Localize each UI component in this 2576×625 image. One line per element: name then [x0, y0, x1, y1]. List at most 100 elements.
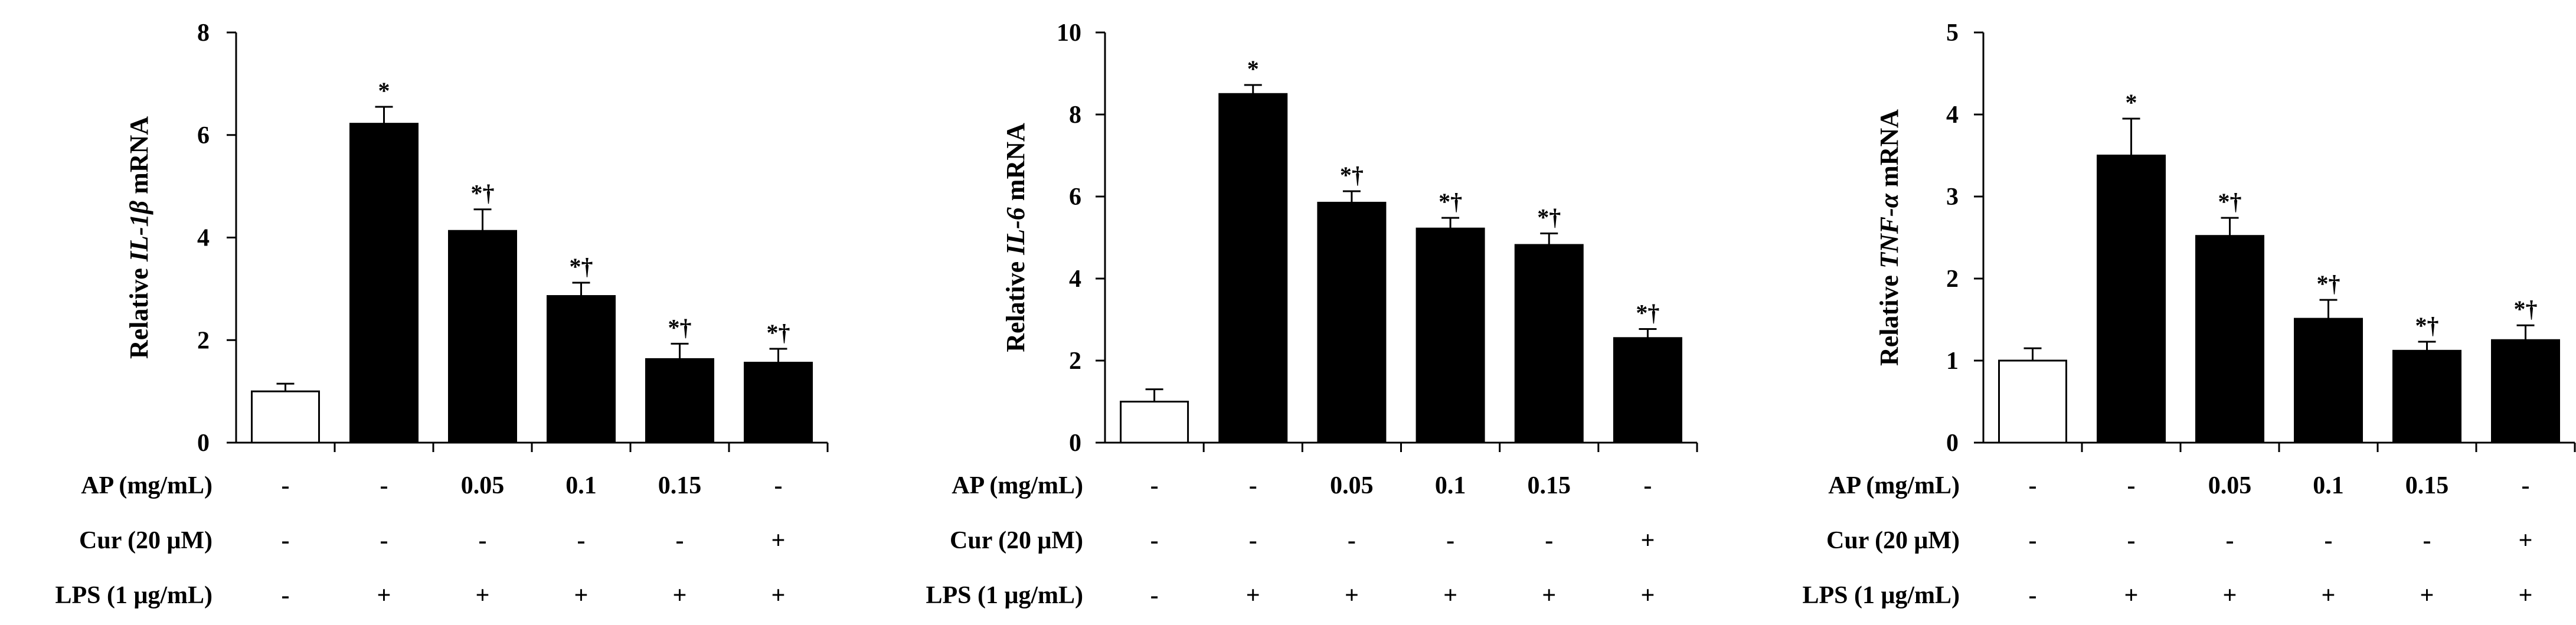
y-axis-label-gene: IL-1β [125, 200, 153, 262]
treatment-value: - [1545, 527, 1553, 554]
bar [1514, 244, 1584, 444]
y-tick-label: 10 [1057, 19, 1081, 47]
treatment-value: - [1150, 527, 1159, 554]
y-tick-label: 6 [197, 122, 210, 149]
treatment-value: - [2127, 472, 2136, 499]
treatment-value: 0.15 [2405, 472, 2449, 499]
significance-label: *† [2317, 270, 2340, 297]
treatment-value: - [2029, 527, 2037, 554]
significance-label: *† [1537, 204, 1561, 231]
treatment-value: + [2124, 582, 2139, 609]
bar [2294, 318, 2363, 444]
significance-label: * [378, 77, 390, 104]
treatment-value: - [577, 527, 586, 554]
treatment-value: 0.05 [2208, 472, 2252, 499]
y-tick-label: 4 [197, 225, 210, 252]
treatment-value: - [380, 527, 388, 554]
treatment-value: - [1249, 472, 1257, 499]
treatment-value: - [676, 527, 684, 554]
treatment-row-label: LPS (1 μg/mL) [926, 582, 1083, 609]
treatment-value: + [476, 582, 490, 609]
treatment-value: - [1150, 472, 1159, 499]
treatment-value: + [1443, 582, 1457, 609]
chart-panel-1: 0 2 4 6 8 Relative IL-1β mRNA * *† *† *† *† AP (mg/… [55, 19, 829, 609]
y-axis-label: Relative IL-1β mRNA [125, 116, 153, 359]
bar [1218, 93, 1288, 444]
significance-label: *† [668, 314, 692, 341]
treatment-row-label: AP (mg/mL) [952, 472, 1083, 499]
bar [2491, 339, 2560, 444]
treatment-row-label: Cur (20 μM) [1826, 527, 1960, 554]
treatment-row-label: LPS (1 μg/mL) [1803, 582, 1960, 609]
y-tick-label: 4 [1069, 266, 1081, 293]
treatment-value: + [377, 582, 391, 609]
treatment-value: + [1640, 582, 1655, 609]
bar [349, 123, 419, 444]
treatment-value: - [282, 527, 290, 554]
y-axis-label-gene: IL-6 [1001, 207, 1030, 256]
treatment-row-label: Cur (20 μM) [950, 527, 1083, 554]
treatment-value: - [380, 472, 388, 499]
bar [1120, 401, 1189, 444]
treatment-value: 0.1 [2313, 472, 2344, 499]
treatment-value: + [1345, 582, 1359, 609]
treatment-value: - [2522, 472, 2530, 499]
y-axis-label-gene: TNF-α [1875, 193, 1904, 269]
significance-label: *† [2415, 312, 2439, 339]
y-tick-label: 4 [1946, 102, 1959, 129]
y-tick-label: 2 [1946, 266, 1959, 293]
treatment-value: 0.15 [1528, 472, 1571, 499]
treatment-value: - [1348, 527, 1356, 554]
treatment-value: - [774, 472, 783, 499]
bar [2195, 235, 2264, 444]
treatment-value: - [2423, 527, 2431, 554]
significance-label: * [2126, 89, 2137, 116]
treatment-value: - [2226, 527, 2234, 554]
chart-panel-3: 0 1 2 3 4 5 Relative TNF-α mRNA * *† *† *† *† AP (mg… [1803, 19, 2576, 609]
treatment-value: + [1542, 582, 1556, 609]
significance-label: *† [1636, 299, 1659, 326]
significance-label: *† [1340, 162, 1364, 188]
bar [2392, 349, 2461, 444]
significance-label: *† [471, 180, 495, 207]
treatment-value: + [2519, 527, 2533, 554]
treatment-value: + [2322, 582, 2336, 609]
y-tick-label: 6 [1069, 184, 1081, 211]
bar [1416, 227, 1485, 444]
treatment-value: + [1246, 582, 1260, 609]
y-tick-label: 8 [197, 19, 210, 47]
y-tick-label: 1 [1946, 348, 1959, 375]
treatment-value: - [1446, 527, 1454, 554]
treatment-value: + [772, 582, 786, 609]
significance-label: *† [2514, 296, 2538, 322]
treatment-row-label: LPS (1 μg/mL) [55, 582, 213, 609]
y-tick-label: 0 [197, 430, 210, 457]
y-tick-label: 2 [197, 327, 210, 354]
bar [547, 295, 616, 444]
treatment-row-label: Cur (20 μM) [79, 527, 213, 554]
treatment-value: - [2029, 582, 2037, 609]
y-tick-label: 2 [1069, 348, 1081, 375]
treatment-value: + [2519, 582, 2533, 609]
treatment-value: + [574, 582, 589, 609]
y-axis-label-text: Relative [1875, 269, 1904, 366]
y-axis-label: Relative TNF-α mRNA [1875, 109, 1904, 366]
y-axis-label-text: mRNA [125, 116, 153, 201]
y-axis-label: Relative IL-6 mRNA [1001, 123, 1030, 352]
significance-label: * [1247, 55, 1259, 82]
significance-label: *† [1439, 188, 1462, 215]
treatment-row-label: AP (mg/mL) [81, 472, 213, 499]
treatment-value: 0.05 [461, 472, 505, 499]
treatment-value: - [2325, 527, 2333, 554]
significance-label: *† [570, 253, 593, 280]
y-tick-label: 5 [1946, 19, 1959, 47]
treatment-value: 0.05 [1330, 472, 1374, 499]
treatment-value: - [1150, 582, 1159, 609]
y-axis-label-text: Relative [1001, 255, 1030, 352]
y-tick-label: 0 [1069, 430, 1081, 457]
treatment-value: 0.1 [565, 472, 597, 499]
bar [448, 230, 517, 444]
treatment-row-label: AP (mg/mL) [1828, 472, 1960, 499]
bar [1998, 359, 2067, 444]
